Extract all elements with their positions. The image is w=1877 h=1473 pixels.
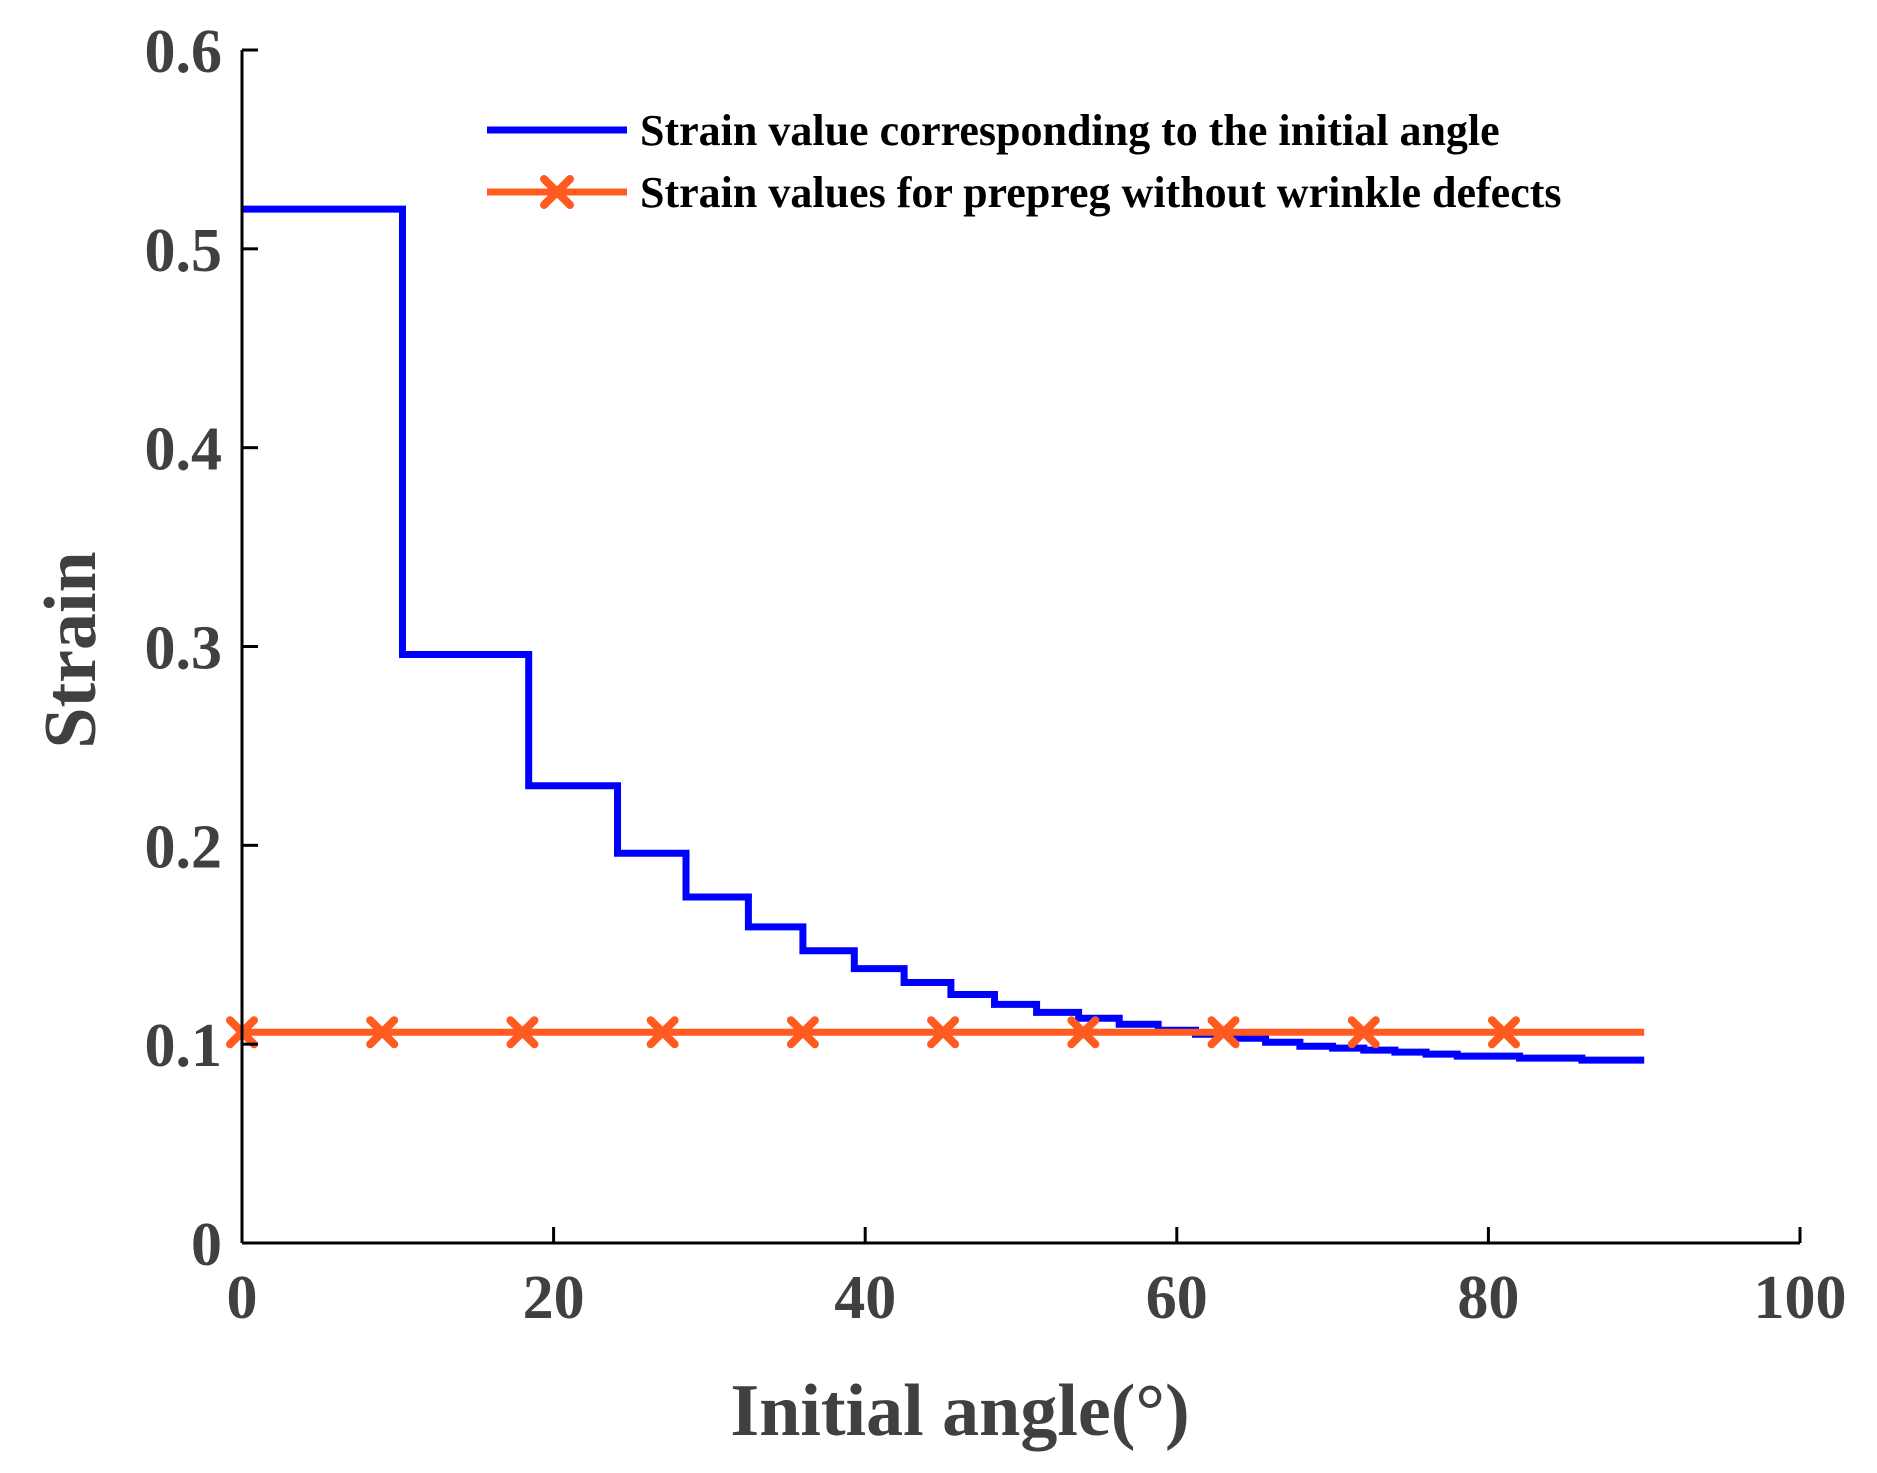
y-tick-label: 0.1	[145, 1012, 223, 1080]
y-tick-label: 0.2	[145, 813, 223, 881]
x-tick-label: 40	[834, 1264, 896, 1332]
y-tick-label: 0.4	[145, 416, 223, 484]
x-axis-title: Initial angle(°)	[730, 1370, 1189, 1452]
x-tick-label: 20	[523, 1264, 585, 1332]
series-marker-x	[1207, 1016, 1240, 1049]
series-marker-x	[1347, 1016, 1380, 1049]
series-marker-x	[786, 1016, 819, 1049]
series-marker-x	[1487, 1016, 1520, 1049]
plot-area: 0 20 40 60 80 100 0 0.1 0.2 0.3 0.4 0.5 0.6	[145, 18, 1847, 1332]
series-layer	[226, 205, 1645, 1064]
x-tick-label: 0	[227, 1264, 258, 1332]
legend-entry-orange: Strain values for prepreg without wrinkl…	[487, 168, 1562, 217]
y-axis-title: Strain	[30, 551, 112, 748]
series-line-strain-initial-angle	[242, 205, 1645, 1064]
x-tick-label: 80	[1457, 1264, 1519, 1332]
x-tick-label: 100	[1754, 1264, 1847, 1332]
legend-marker-orange	[540, 175, 574, 209]
x-tick-label: 60	[1146, 1264, 1208, 1332]
y-tick-label: 0.3	[145, 615, 223, 683]
legend-label-blue: Strain value corresponding to the initia…	[640, 106, 1500, 155]
series-marker-x	[927, 1016, 960, 1049]
y-tick-label: 0.5	[145, 217, 223, 285]
series-marker-x	[366, 1016, 399, 1049]
y-tick-label: 0.6	[145, 18, 223, 86]
legend-entry-blue: Strain value corresponding to the initia…	[487, 106, 1500, 155]
ticks-layer: 0 20 40 60 80 100 0 0.1 0.2 0.3 0.4 0.5 0.6	[145, 18, 1847, 1332]
series-marker-x	[1067, 1016, 1100, 1049]
series-marker-x	[646, 1016, 679, 1049]
legend: Strain value corresponding to the initia…	[487, 106, 1562, 217]
series-marker-x	[506, 1016, 539, 1049]
y-tick-label: 0	[191, 1211, 222, 1279]
legend-label-orange: Strain values for prepreg without wrinkl…	[640, 168, 1562, 217]
